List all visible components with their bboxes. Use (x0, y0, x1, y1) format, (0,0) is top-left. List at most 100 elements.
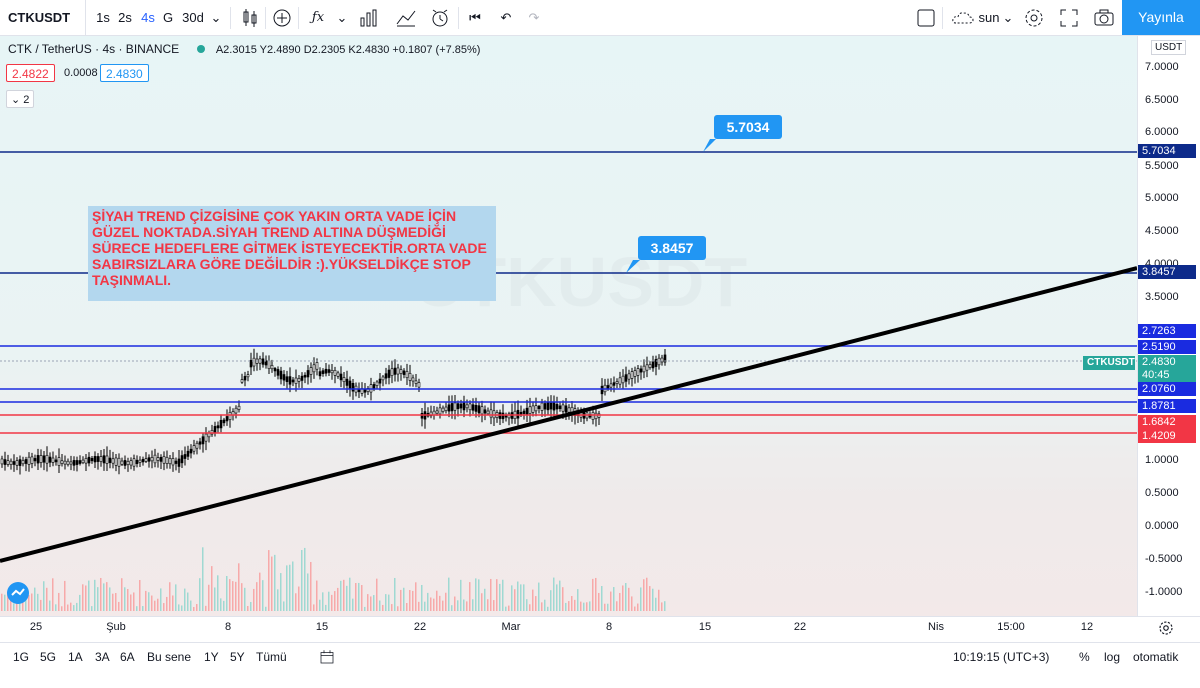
templates-icon[interactable] (357, 6, 381, 30)
fullscreen-box-icon[interactable] (914, 6, 938, 30)
candle (183, 454, 187, 459)
ask-price[interactable]: 2.4830 (100, 64, 149, 82)
chart-pane[interactable]: CTKUSDT CTK / TetherUS · 4s · BINANCE A2… (0, 36, 1137, 616)
volume-bar (109, 587, 111, 611)
volume-bar (172, 595, 174, 611)
redo-icon[interactable]: ↷ (528, 10, 540, 25)
indicators-toggle[interactable]: ⌄ 2 (6, 90, 35, 108)
price-label[interactable]: 1.6842 (1138, 415, 1196, 429)
price-label[interactable]: 2.4830 (1138, 355, 1196, 369)
expand-icon[interactable] (1057, 6, 1081, 30)
candle (165, 456, 169, 464)
price-label[interactable]: 2.5190 (1138, 340, 1196, 354)
alert-icon[interactable] (428, 6, 452, 30)
callout-lower-target[interactable]: 3.8457 (638, 236, 706, 260)
range-button[interactable]: 3A (95, 650, 110, 664)
range-button[interactable]: 5Y (230, 650, 245, 664)
log-toggle[interactable]: log (1104, 650, 1121, 664)
candle (168, 458, 172, 465)
market-status-dot (196, 45, 205, 53)
range-button[interactable]: 6A (120, 650, 135, 664)
price-tick: 4.5000 (1145, 225, 1179, 237)
volume-bar (337, 587, 339, 611)
time-axis[interactable] (0, 616, 1200, 642)
chart-canvas[interactable]: CTKUSDT (0, 36, 1137, 616)
range-button[interactable]: 1Y (204, 650, 219, 664)
candles-icon[interactable] (238, 6, 262, 30)
indicators-dropdown-icon[interactable]: ⌄ (336, 10, 348, 25)
volume-bar (268, 550, 270, 611)
volume-bar (157, 598, 159, 611)
volume-bar (319, 599, 321, 611)
candle (375, 381, 379, 386)
volume-bar (457, 600, 459, 611)
candle (651, 360, 655, 369)
volume-bar (49, 600, 51, 611)
bid-price[interactable]: 2.4822 (6, 64, 55, 82)
candle (660, 357, 664, 363)
volume-bar (565, 602, 567, 611)
replay-icon[interactable]: ⏮ (469, 10, 481, 25)
range-button[interactable]: Bu sene (147, 650, 192, 664)
interval-2s[interactable]: 2s (118, 10, 132, 25)
currency-label[interactable]: USDT (1151, 40, 1187, 55)
price-label[interactable]: 3.8457 (1138, 265, 1196, 279)
range-button[interactable]: 1G (13, 650, 30, 664)
volume-bar (637, 603, 639, 611)
candle (537, 405, 541, 409)
candle (303, 374, 307, 378)
publish-button[interactable]: Yayınla (1122, 0, 1200, 35)
gear-icon[interactable] (1022, 6, 1046, 30)
analysis-note[interactable]: ŞİYAH TREND ÇİZGİSİNE ÇOK YAKIN ORTA VAD… (88, 206, 496, 301)
interval-g[interactable]: G (162, 10, 174, 25)
clock-timezone[interactable]: 10:19:15 (UTC+3) (953, 650, 1050, 664)
interval-30d[interactable]: 30d (182, 10, 204, 25)
camera-icon[interactable] (1092, 6, 1116, 30)
indicators-icon[interactable]: ƒx (311, 10, 325, 25)
undo-icon[interactable]: ↶ (500, 10, 512, 25)
price-label[interactable]: 5.7034 (1138, 144, 1196, 158)
price-tick: 3.5000 (1145, 291, 1179, 303)
candle (378, 378, 382, 384)
candle (552, 402, 556, 411)
symbol-title[interactable]: CTK / TetherUS · 4s · BINANCE (8, 42, 180, 56)
volume-bar (376, 578, 378, 611)
range-button[interactable]: Tümü (256, 650, 287, 664)
bar-style-icon[interactable] (394, 6, 418, 30)
price-label[interactable]: 1.8781 (1138, 399, 1196, 413)
candle (609, 383, 613, 388)
theme-label[interactable]: sun (978, 10, 1000, 25)
gear-icon[interactable] (1157, 619, 1175, 637)
range-button[interactable]: 1A (68, 650, 83, 664)
volume-bar (241, 583, 243, 611)
auto-scale-toggle[interactable]: otomatik (1133, 650, 1179, 664)
candle (456, 403, 460, 410)
callout-upper-target[interactable]: 5.7034 (714, 115, 782, 139)
date-range-icon[interactable] (318, 648, 336, 666)
price-label[interactable]: 2.7263 (1138, 324, 1196, 338)
candle (21, 460, 25, 465)
cloud-icon[interactable] (950, 6, 976, 30)
volume-bar (115, 592, 117, 611)
symbol-search[interactable]: CTKUSDT (0, 0, 86, 35)
candle (69, 461, 73, 465)
candle (153, 454, 157, 464)
range-button[interactable]: 5G (40, 650, 57, 664)
candle (363, 389, 367, 393)
candle (102, 455, 106, 464)
price-label[interactable]: 1.4209 (1138, 429, 1196, 443)
add-compare-icon[interactable] (270, 6, 294, 30)
candle (240, 379, 244, 383)
interval-1s[interactable]: 1s (96, 10, 110, 25)
volume-bar (373, 595, 375, 611)
percent-toggle[interactable]: % (1079, 650, 1090, 664)
interval-4s[interactable]: 4s (141, 10, 155, 25)
price-label[interactable]: 40:45 (1138, 368, 1196, 382)
price-label[interactable]: 2.0760 (1138, 382, 1196, 396)
volume-bar (169, 582, 171, 611)
interval-dropdown-icon[interactable]: ⌄ (210, 10, 222, 25)
trend-line[interactable] (0, 266, 1137, 563)
volume-bar (298, 586, 300, 611)
volume-bar (85, 585, 87, 611)
theme-dropdown-icon[interactable]: ⌄ (1002, 10, 1014, 25)
